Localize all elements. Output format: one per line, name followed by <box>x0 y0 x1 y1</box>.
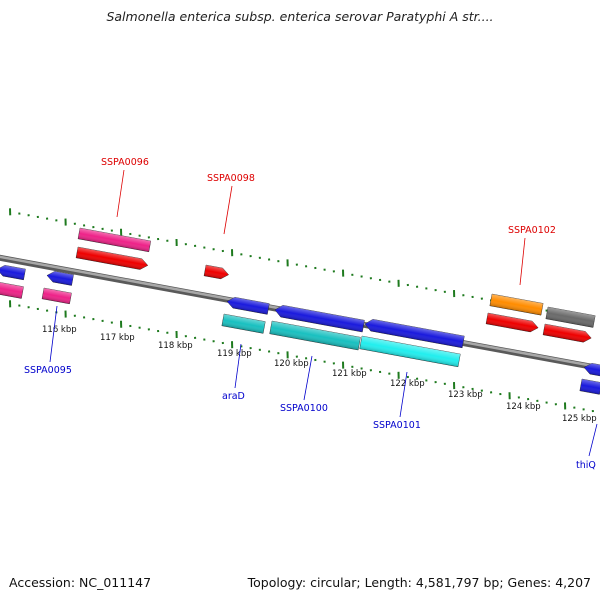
gene-red-right-shading <box>543 324 592 343</box>
scale-label: 124 kbp <box>506 402 541 412</box>
scale-label: 119 kbp <box>217 349 252 359</box>
gene-thiq-2-shading <box>579 379 600 395</box>
gene-sspa0102-rna <box>489 293 544 316</box>
gene-label-top: SSPA0096 <box>101 157 149 168</box>
gene-arad-rna-shading <box>221 314 266 334</box>
gene-features <box>0 227 600 395</box>
gene-sspa0095-rna <box>41 287 72 305</box>
leader-line-bottom <box>234 343 242 389</box>
gene-label-bottom: thiQ <box>576 460 596 471</box>
gene-sspa0095-rna-shading <box>42 288 72 304</box>
scale-label: 122 kbp <box>390 379 425 389</box>
scale-label: 117 kbp <box>100 333 135 343</box>
scale-label: 116 kbp <box>42 325 77 335</box>
gene-sspa0102-rna-shading <box>489 294 544 316</box>
gene-label-top: SSPA0098 <box>207 173 255 184</box>
gene-sspa0096-shading <box>76 247 148 270</box>
scale-labels: 116 kbp 117 kbp 118 kbp 119 kbp 120 kbp 121 k… <box>42 325 597 424</box>
gene-sspa0100-rna-shading <box>269 321 361 351</box>
gene-sspa0101-rna-shading <box>359 336 461 367</box>
gene-arad <box>226 297 270 315</box>
gene-sspa0100-shading <box>274 305 365 333</box>
gene-sspa0101-rna <box>359 335 461 368</box>
gene-thiq-2 <box>579 378 600 395</box>
leader-line-top <box>519 237 526 286</box>
gene-red-right <box>542 323 592 343</box>
leader-line-bottom <box>399 371 408 418</box>
genome-title: Salmonella enterica subsp. enterica sero… <box>106 9 494 24</box>
gene-left-blue <box>0 265 26 281</box>
gene-sspa0095 <box>46 271 74 286</box>
scale-label: 120 kbp <box>274 359 309 369</box>
gene-left-blue-shading <box>0 265 26 280</box>
gene-grey-shading <box>545 307 596 328</box>
gene-sspa0100-rna <box>269 320 361 351</box>
leader-line-bottom <box>588 423 598 457</box>
leader-line-top <box>223 185 233 235</box>
gene-label-top: SSPA0102 <box>508 225 556 236</box>
gene-label-bottom: SSPA0100 <box>280 403 328 414</box>
scale-label: 123 kbp <box>448 390 483 400</box>
leader-line-bottom <box>303 355 313 401</box>
gene-label-bottom: araD <box>222 391 245 402</box>
gene-sspa0096-rna <box>77 227 152 253</box>
gene-grey <box>545 306 596 328</box>
gene-labels: SSPA0096 SSPA0098 SSPA0102 SSPA0095 araD SSPA… <box>24 157 596 471</box>
gene-sspa0101-shading <box>364 319 465 348</box>
accession-text: Accession: NC_011147 <box>9 575 152 590</box>
gene-sspa0095-shading <box>47 271 74 286</box>
topology-text: Topology: circular; Length: 4,581,797 bp… <box>247 575 591 590</box>
gene-sspa0100 <box>274 305 365 333</box>
gene-sspa0102 <box>485 312 539 333</box>
gene-left-magenta <box>0 281 24 299</box>
scale-label: 125 kbp <box>562 414 597 424</box>
gene-sspa0102-shading <box>486 313 539 332</box>
gene-sspa0098 <box>203 264 229 280</box>
leader-line-bottom <box>49 305 58 363</box>
gene-label-bottom: SSPA0095 <box>24 365 72 376</box>
gene-label-leaders <box>49 169 598 457</box>
gene-sspa0096-rna-shading <box>78 228 151 252</box>
scale-label: 121 kbp <box>332 369 367 379</box>
gene-arad-shading <box>227 297 270 315</box>
scale-label: 118 kbp <box>158 341 193 351</box>
inner-tick-ring <box>9 300 594 413</box>
gene-label-bottom: SSPA0101 <box>373 420 421 431</box>
gene-arad-rna <box>221 313 266 334</box>
gene-left-magenta-shading <box>0 282 24 299</box>
gene-sspa0098-shading <box>204 265 229 279</box>
gene-sspa0101 <box>364 319 465 349</box>
gene-sspa0096 <box>75 246 149 270</box>
leader-line-top <box>116 169 125 218</box>
